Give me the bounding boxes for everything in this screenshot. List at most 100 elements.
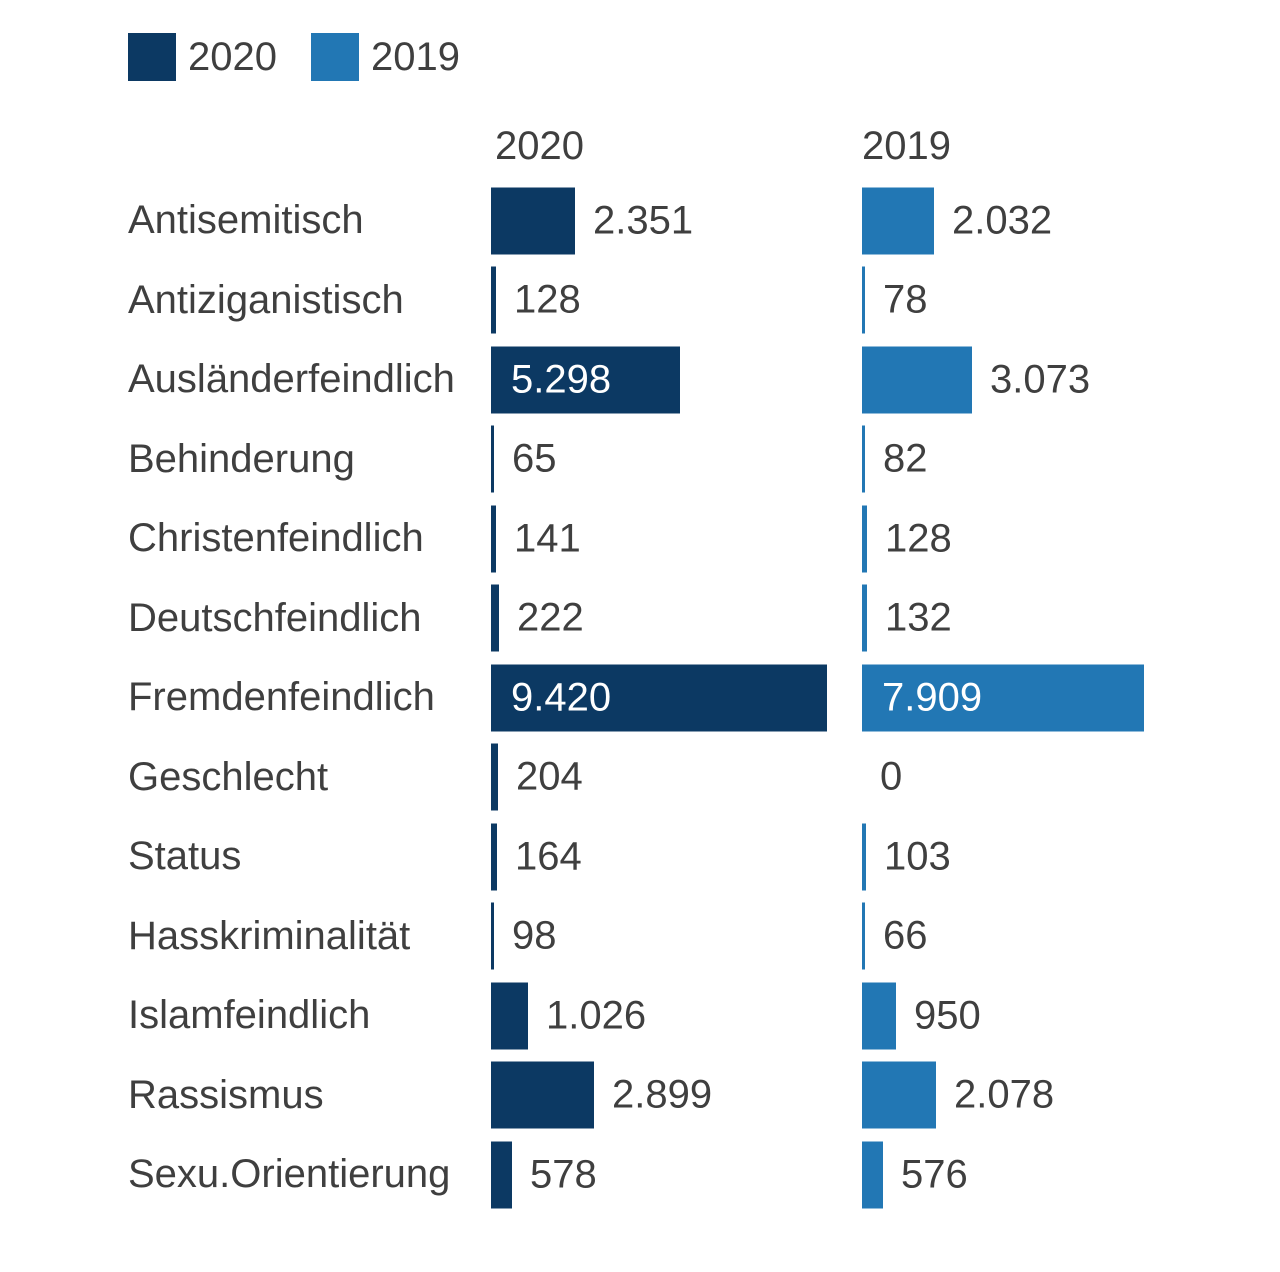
value-label-2019: 576 [901,1152,968,1197]
bar-2020 [491,425,494,493]
bar-2019 [862,505,867,573]
category-label: Antiziganistisch [128,277,404,322]
bar-2020 [491,346,680,414]
bar-cell-2020: 578 [491,1135,862,1215]
bar-2020 [491,823,497,891]
bar-cell-2019: 82 [862,420,1280,500]
chart-row: Ausländerfeindlich 5.298 3.073 [0,340,1280,420]
value-label-2020: 1.026 [546,993,647,1038]
bar-cell-2019: 128 [862,499,1280,579]
category-label: Rassismus [128,1072,324,1117]
value-label-2019: 82 [883,436,928,481]
bar-cell-2019: 132 [862,579,1280,659]
bar-cell-2019: 0 [862,738,1280,818]
bar-2020 [491,187,575,255]
bar-cell-2020: 141 [491,499,862,579]
bar-cell-2019: 103 [862,817,1280,897]
bar-cell-2020: 98 [491,897,862,977]
category-label: Sexu.Orientierung [128,1152,451,1197]
bar-2019 [862,187,934,255]
category-label: Behinderung [128,436,355,481]
value-label-2020: 128 [514,277,581,322]
chart-row: Geschlecht 204 0 [0,738,1280,818]
value-label-2020: 65 [512,436,557,481]
value-label-2019: 2.032 [952,198,1053,243]
bar-2019 [862,902,865,970]
bar-2019 [862,1061,936,1129]
value-label-2020: 222 [517,595,584,640]
bar-2020 [491,982,528,1050]
chart-row: Islamfeindlich 1.026 950 [0,976,1280,1056]
bar-2020 [491,902,494,970]
column-header-2019: 2019 [862,124,951,168]
value-label-2019: 2.078 [954,1072,1055,1117]
bar-cell-2020: 2.351 [491,181,862,261]
bar-cell-2020: 204 [491,738,862,818]
value-label-2020: 578 [530,1152,597,1197]
value-label-2019: 0 [880,754,903,799]
category-label: Ausländerfeindlich [128,357,455,402]
value-label-2020: 2.899 [612,1072,713,1117]
bar-2019 [862,266,865,334]
chart-row: Antisemitisch 2.351 2.032 [0,181,1280,261]
bar-2020 [491,584,499,652]
category-label: Status [128,834,242,879]
value-label-2019: 3.073 [990,357,1091,402]
value-label-2020: 9.420 [511,675,612,720]
value-label-2020: 98 [512,913,557,958]
legend-item-2020: 2020 [128,33,277,81]
value-label-2019: 78 [883,277,928,322]
bar-2020 [491,743,498,811]
chart-row: Fremdenfeindlich 9.420 7.909 [0,658,1280,738]
bar-cell-2019: 2.078 [862,1056,1280,1136]
bar-cell-2019: 7.909 [862,658,1280,738]
category-label: Fremdenfeindlich [128,675,435,720]
bar-cell-2019: 78 [862,261,1280,341]
chart-row: Status 164 103 [0,817,1280,897]
legend-item-2019: 2019 [310,33,460,81]
chart-row: Sexu.Orientierung 578 576 [0,1135,1280,1215]
value-label-2020: 2.351 [593,198,694,243]
category-label: Geschlecht [128,754,329,799]
bar-2020 [491,266,496,334]
bar-cell-2020: 164 [491,817,862,897]
bar-2019 [862,823,866,891]
bar-2020 [491,505,496,573]
value-label-2020: 164 [515,834,582,879]
bar-cell-2020: 5.298 [491,340,862,420]
legend-label-2020: 2020 [188,35,277,79]
category-label: Antisemitisch [128,198,364,243]
category-label: Deutschfeindlich [128,595,422,640]
bar-2019 [862,982,896,1050]
bar-cell-2020: 222 [491,579,862,659]
legend-label-2019: 2019 [370,35,460,79]
value-label-2019: 132 [885,595,952,640]
bar-2019 [862,425,865,493]
chart-rows: Antisemitisch 2.351 2.032 Antiziganistisch 1… [0,181,1280,1215]
bar-2019 [862,584,867,652]
chart-legend: 2020 2019 [128,33,460,81]
value-label-2019: 950 [914,993,981,1038]
value-label-2019: 103 [884,834,951,879]
value-label-2019: 7.909 [882,675,983,720]
bar-2020 [491,664,827,732]
bar-2019 [862,664,1144,732]
bar-2019 [862,1141,883,1209]
bar-cell-2020: 1.026 [491,976,862,1056]
value-label-2019: 128 [885,516,952,561]
bar-cell-2019: 950 [862,976,1280,1056]
chart-row: Antiziganistisch 128 78 [0,261,1280,341]
legend-swatch-2020-icon [128,33,176,81]
legend-swatch-2019-icon [310,33,359,81]
bar-cell-2019: 66 [862,897,1280,977]
chart-row: Deutschfeindlich 222 132 [0,579,1280,659]
bar-2020 [491,1141,512,1209]
chart-row: Christenfeindlich 141 128 [0,499,1280,579]
bar-cell-2020: 65 [491,420,862,500]
bar-cell-2019: 3.073 [862,340,1280,420]
bar-cell-2020: 9.420 [491,658,862,738]
category-label: Islamfeindlich [128,993,371,1038]
value-label-2019: 66 [883,913,928,958]
column-header-2020: 2020 [495,124,584,168]
